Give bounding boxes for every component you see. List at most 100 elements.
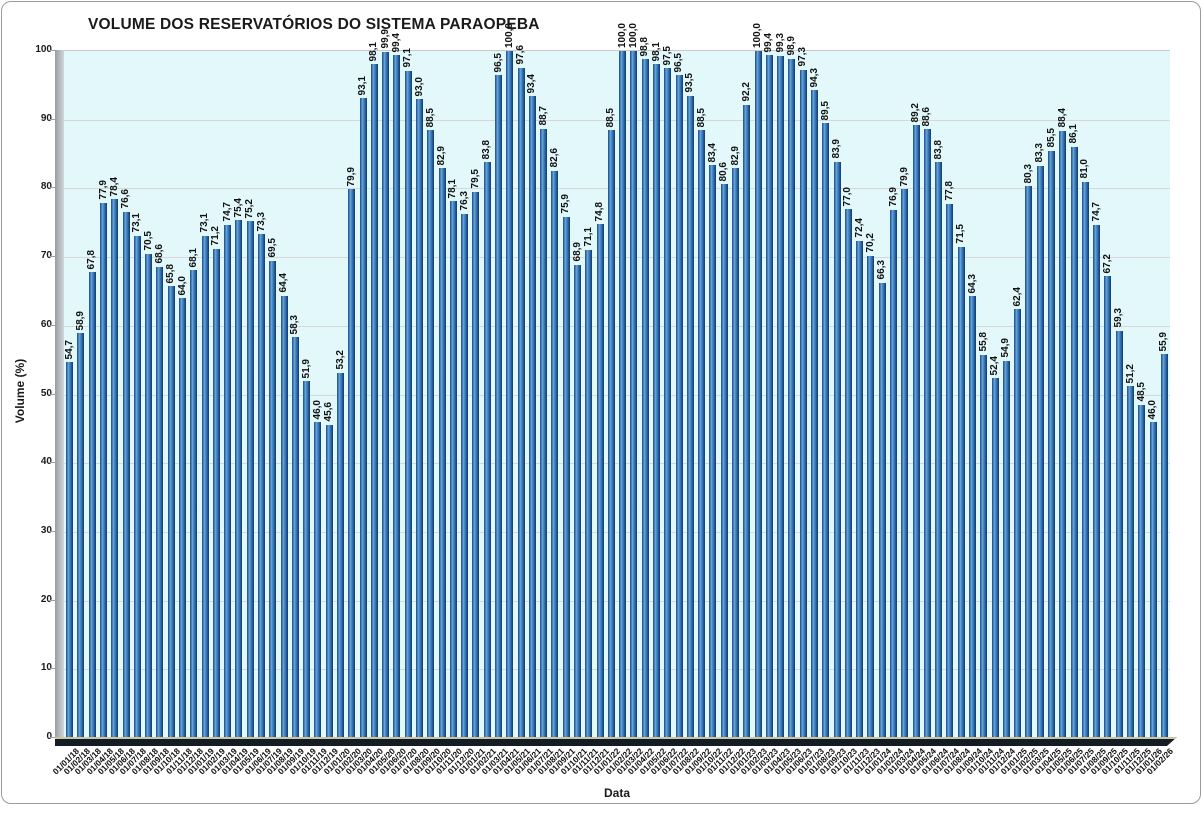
bar-value-label: 68,9 <box>571 242 583 262</box>
bar-value-label: 55,8 <box>977 332 989 352</box>
bar <box>314 421 322 738</box>
gridline <box>64 669 1170 671</box>
bar-value-label: 93,4 <box>526 73 538 94</box>
bar-value-label: 93,5 <box>684 73 696 93</box>
bar-value-label: 80,6 <box>718 161 730 182</box>
bar-value-label: 76,3 <box>458 191 470 211</box>
bar <box>856 240 864 738</box>
bar-value-label: 78,1 <box>447 178 459 199</box>
bar-value-label: 97,6 <box>515 45 527 65</box>
bar-value-label: 74,8 <box>594 201 606 222</box>
bar-value-label: 54,7 <box>63 339 75 360</box>
bar-value-label: 76,9 <box>887 187 899 207</box>
bar-value-label: 89,5 <box>819 100 831 121</box>
gridline <box>64 325 1170 327</box>
bar <box>765 55 773 738</box>
bar <box>483 162 491 738</box>
bar <box>653 64 660 738</box>
bar <box>1081 181 1089 738</box>
bar-value-label: 88,5 <box>424 107 436 128</box>
bar <box>179 298 186 738</box>
y-tick-mark <box>50 393 55 395</box>
bar <box>607 130 615 738</box>
bar-value-label: 55,9 <box>1158 331 1170 351</box>
bar-value-label: 77,8 <box>943 181 955 201</box>
bar <box>1048 150 1055 738</box>
chart-frame: VOLUME DOS RESERVATÓRIOS DO SISTEMA PARA… <box>1 1 1201 804</box>
bar <box>777 55 785 738</box>
bar-value-label: 88,5 <box>605 107 617 128</box>
bar <box>641 59 649 738</box>
bar-value-label: 54,9 <box>1000 338 1012 358</box>
bar <box>461 213 469 738</box>
bar <box>133 235 141 738</box>
bar <box>923 129 931 738</box>
y-tick-label: 90 <box>40 112 52 124</box>
bar <box>280 295 288 738</box>
bar-value-label: 71,1 <box>582 227 594 247</box>
y-tick-mark <box>50 118 55 120</box>
bar <box>698 130 706 738</box>
bar-value-label: 70,5 <box>142 231 154 251</box>
bar-value-label: 74,7 <box>221 202 233 222</box>
bar-value-label: 77,0 <box>842 186 854 207</box>
bar <box>664 68 672 738</box>
bar <box>145 253 153 738</box>
bar <box>1093 224 1101 738</box>
gridline <box>64 463 1170 465</box>
bar <box>438 168 446 738</box>
bar-value-label: 79,9 <box>345 166 357 187</box>
y-tick-mark <box>50 256 55 258</box>
bar-value-label: 79,9 <box>898 166 910 187</box>
gridline <box>64 600 1170 602</box>
bar <box>574 264 581 738</box>
y-tick-label: 70 <box>40 250 52 262</box>
bar-value-label: 46,0 <box>1147 399 1159 419</box>
bar-value-label: 93,0 <box>413 76 425 97</box>
bar <box>201 235 209 738</box>
bar-value-label: 82,6 <box>548 148 560 168</box>
bar-value-label: 71,5 <box>955 224 967 244</box>
bar <box>540 128 548 738</box>
bar-value-label: 80,3 <box>1022 163 1034 184</box>
bar <box>991 378 999 738</box>
y-tick-label: 20 <box>40 593 52 605</box>
bar <box>224 224 232 738</box>
bar <box>630 51 638 738</box>
bar <box>291 337 299 738</box>
y-tick-mark <box>50 324 55 326</box>
y-tick-mark <box>50 187 55 189</box>
bar-value-label: 72,4 <box>853 218 865 238</box>
bar <box>1036 165 1044 738</box>
bar-value-label: 59,3 <box>1113 308 1125 328</box>
bar <box>449 201 457 738</box>
bar <box>1127 386 1134 738</box>
bar-value-label: 75,9 <box>560 194 572 214</box>
bar <box>528 96 536 738</box>
bar <box>506 51 514 738</box>
bar <box>732 168 739 738</box>
bar-value-label: 74,7 <box>1090 202 1102 222</box>
gridline <box>64 188 1170 190</box>
bar <box>359 98 367 738</box>
bar-value-label: 83,3 <box>1034 143 1046 163</box>
bar <box>957 246 965 738</box>
bar <box>596 224 604 738</box>
plot-area: 54,7 58,9 67,8 77,9 78,4 76,6 73,1 70,5 68,6 65,8… <box>63 23 1170 738</box>
bar-value-label: 99,3 <box>774 33 786 53</box>
bar <box>675 75 683 738</box>
y-tick-label: 40 <box>40 456 52 468</box>
bar <box>912 125 920 738</box>
bar-value-label: 98,1 <box>650 41 662 62</box>
bar-value-label: 76,6 <box>120 189 132 209</box>
bar <box>370 64 378 738</box>
bar <box>212 248 220 738</box>
bar <box>743 104 751 738</box>
bar-value-label: 94,3 <box>808 67 820 88</box>
bar <box>585 249 593 738</box>
bar <box>393 55 401 738</box>
bar-value-label: 83,8 <box>932 139 944 160</box>
bar-value-label: 83,4 <box>706 142 718 163</box>
bar <box>190 270 198 738</box>
bar <box>901 189 909 738</box>
